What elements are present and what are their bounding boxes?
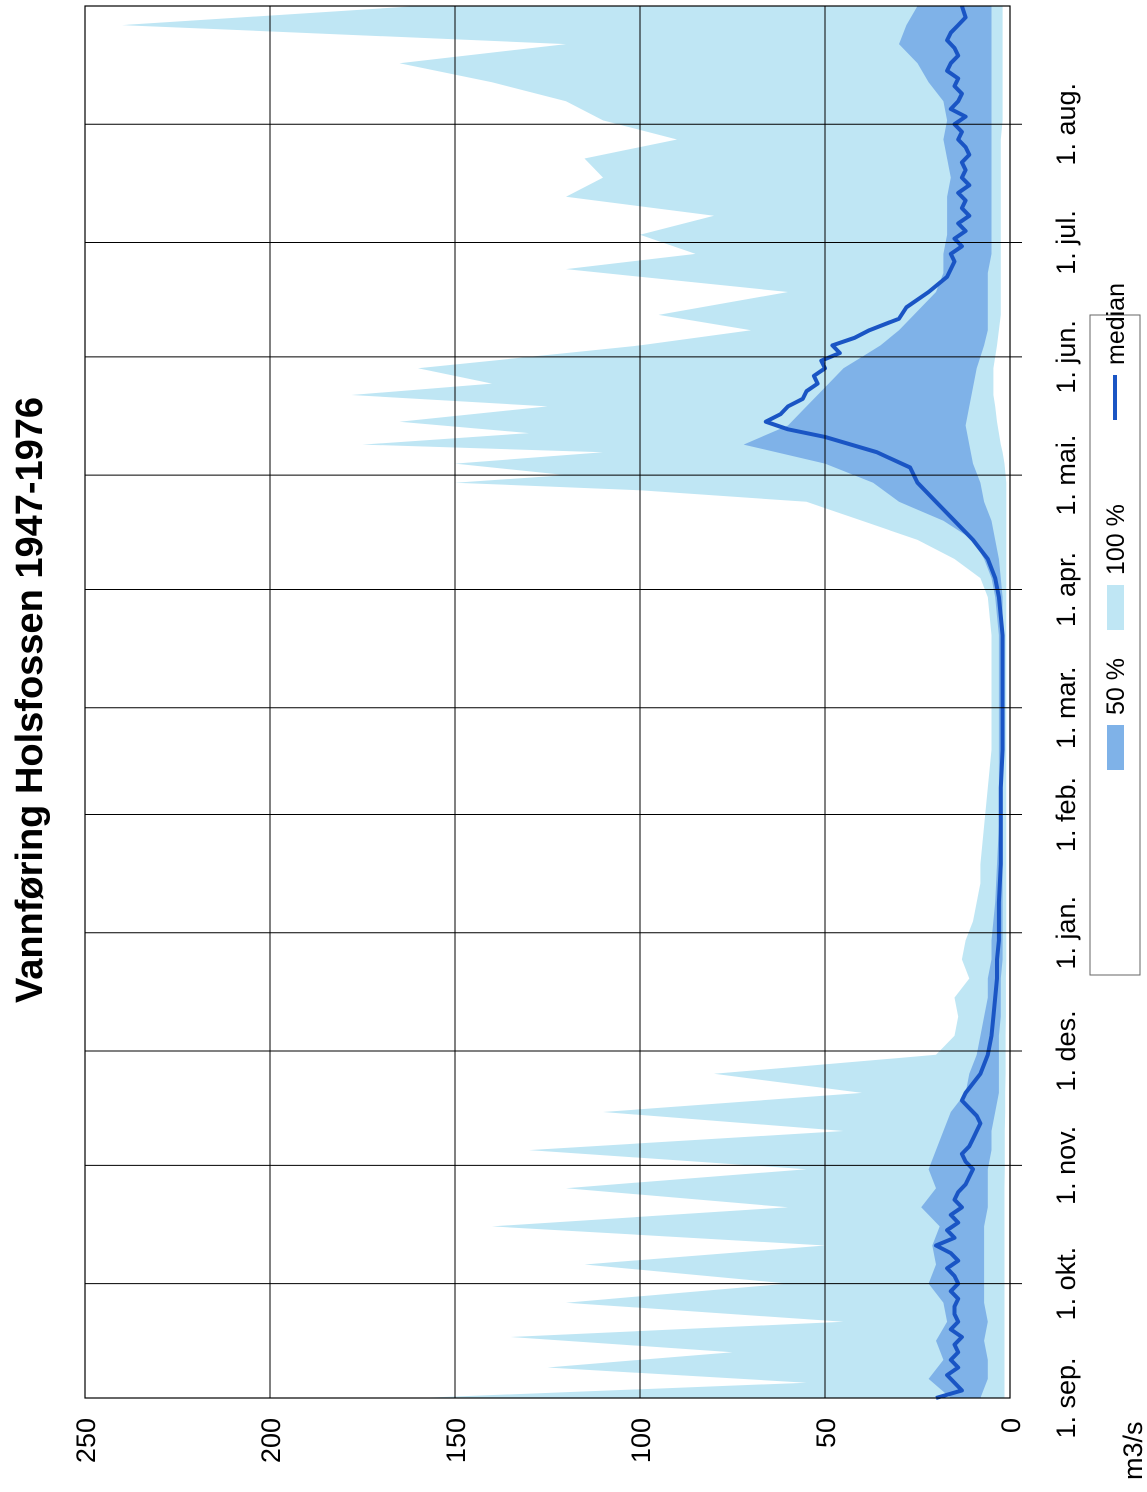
plot-frame bbox=[84, 5, 1011, 1399]
grid bbox=[84, 5, 1022, 1399]
axes: 0 50 100 150 200 250 1. sep. 1. okt. 1. nov. 1. d… bbox=[71, 83, 1081, 1463]
x-tick-label: 1. mai. bbox=[1051, 435, 1081, 516]
x-tick-label: 1. feb. bbox=[1051, 777, 1081, 852]
x-tick-label: 1. jul. bbox=[1051, 210, 1081, 275]
y-tick-label: 0 bbox=[996, 1418, 1026, 1433]
median-line bbox=[763, 5, 1005, 1400]
legend-label: 50 % bbox=[1102, 658, 1130, 715]
y-tick-label: 50 bbox=[811, 1418, 841, 1448]
x-tick-label: 1. jun. bbox=[1051, 320, 1081, 394]
y-axis-unit: m3/s bbox=[1118, 1421, 1147, 1480]
x-tick-label: 1. nov. bbox=[1051, 1126, 1081, 1205]
legend-label: median bbox=[1102, 283, 1130, 365]
y-tick-label: 100 bbox=[626, 1418, 656, 1463]
x-tick-label: 1. mar. bbox=[1051, 666, 1081, 749]
x-tick-label: 1. okt. bbox=[1051, 1247, 1081, 1321]
band-100-percent bbox=[122, 6, 1007, 1398]
legend-swatch-band_50 bbox=[1107, 725, 1124, 770]
y-tick-label: 150 bbox=[441, 1418, 471, 1463]
legend-label: 100 % bbox=[1102, 504, 1130, 575]
legend: 50 % 100 % median bbox=[1089, 283, 1141, 976]
plot-area bbox=[122, 5, 1007, 1400]
y-tick-label: 250 bbox=[71, 1418, 101, 1463]
legend-swatch-band_100 bbox=[1107, 585, 1124, 630]
x-tick-label: 1. jan. bbox=[1051, 896, 1081, 970]
chart-title: Vannføring Holsfossen 1947-1976 bbox=[9, 397, 51, 1003]
legend-box bbox=[1089, 314, 1141, 976]
x-tick-label: 1. des. bbox=[1051, 1010, 1081, 1091]
x-tick-label: 1. apr. bbox=[1051, 552, 1081, 627]
x-tick-label: 1. aug. bbox=[1051, 83, 1081, 166]
x-tick-label: 1. sep. bbox=[1051, 1357, 1081, 1438]
band-50-percent bbox=[743, 6, 1003, 1398]
y-tick-label: 200 bbox=[256, 1418, 286, 1463]
